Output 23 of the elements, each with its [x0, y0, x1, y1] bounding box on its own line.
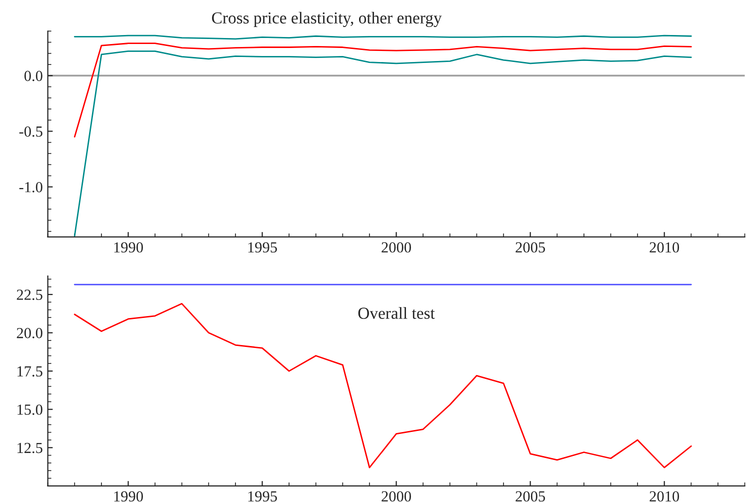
line-series	[74, 302, 692, 468]
line-series	[74, 50, 692, 237]
y-tick-label: 22.5	[16, 290, 42, 300]
y-tick-label: -0.5	[19, 126, 42, 137]
line-series	[74, 42, 692, 138]
x-tick-label: 2005	[516, 491, 545, 502]
text: Overall test	[358, 307, 435, 319]
x-tick-label: 1995	[248, 491, 277, 502]
x-tick-label: 2000	[382, 491, 411, 502]
x-tick-label: 1990	[114, 242, 143, 253]
x-tick-label: 1990	[114, 491, 143, 502]
x-tick-label: 2010	[650, 242, 680, 253]
y-tick-label: 0.0	[24, 70, 42, 82]
y-tick-label: 12.5	[18, 442, 42, 454]
x-tick-label: 1995	[248, 242, 277, 253]
y-tick-label: 17.5	[18, 366, 42, 377]
x-tick-label: 2000	[382, 242, 411, 253]
y-tick-label: -1.0	[19, 182, 42, 192]
x-tick-label: 2005	[516, 242, 545, 253]
y-tick-label: 20.0	[16, 328, 42, 338]
x-tick-label: 2010	[650, 491, 680, 502]
y-tick-label: 15.0	[18, 404, 42, 415]
chart-title: Cross price elasticity, other energy	[212, 12, 442, 28]
